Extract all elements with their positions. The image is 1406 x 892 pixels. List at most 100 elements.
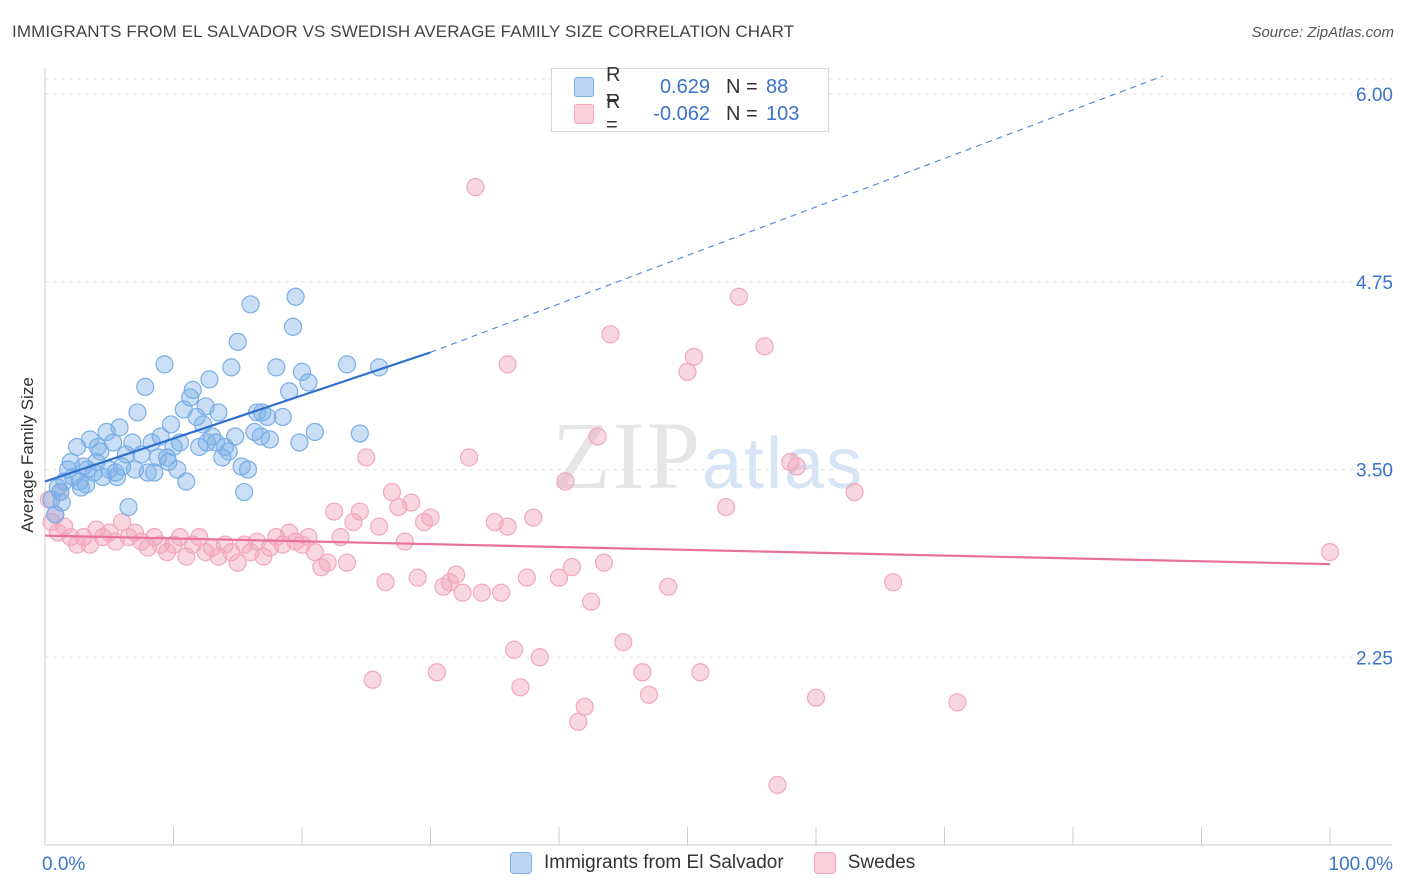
swedes-point bbox=[337, 553, 357, 572]
swedes-point bbox=[370, 517, 389, 536]
swedes-point bbox=[517, 568, 536, 587]
n-label: N = bbox=[726, 75, 758, 98]
el-salvador-point bbox=[119, 497, 138, 517]
el-salvador-point bbox=[138, 463, 157, 482]
swedes-point bbox=[459, 448, 479, 467]
blue-swatch bbox=[574, 77, 594, 97]
swedes-point bbox=[357, 448, 376, 467]
swedes-point bbox=[601, 325, 620, 344]
el-salvador-point bbox=[161, 415, 181, 434]
n-value: 103 bbox=[766, 102, 800, 125]
el-salvador-point bbox=[299, 373, 318, 392]
pink-swatch bbox=[813, 852, 836, 874]
swedes-point bbox=[562, 558, 581, 577]
el-salvador-trend-extension bbox=[430, 75, 1164, 353]
el-salvador-point bbox=[159, 452, 178, 472]
el-salvador-point bbox=[337, 355, 357, 374]
el-salvador-point bbox=[88, 437, 107, 457]
el-salvador-point bbox=[107, 467, 127, 487]
watermark-zip: ZIP bbox=[552, 402, 702, 509]
swedes-point bbox=[112, 512, 132, 532]
el-salvador-point bbox=[267, 358, 286, 377]
el-salvador-point bbox=[241, 295, 260, 314]
el-salvador-point bbox=[350, 424, 369, 443]
swedes-point bbox=[305, 543, 324, 562]
legend-row-swedes: R = -0.062 N = 103 bbox=[574, 91, 806, 136]
swedes-point bbox=[684, 347, 704, 366]
swedes-point bbox=[755, 337, 774, 356]
n-label: N = bbox=[726, 102, 758, 125]
legend-item-swedes[interactable]: Swedes bbox=[813, 852, 916, 874]
swedes-point bbox=[427, 663, 447, 682]
swedes-point bbox=[151, 535, 170, 554]
y-tick-labels: 2.25 3.50 4.75 6.00 bbox=[1356, 85, 1393, 669]
el-salvador-point bbox=[80, 430, 100, 449]
el-salvador-point bbox=[219, 442, 238, 461]
r-label: R = bbox=[606, 64, 621, 109]
blue-swatch bbox=[510, 852, 532, 874]
swedes-point bbox=[498, 517, 517, 536]
swedes-point bbox=[614, 633, 633, 652]
el-salvador-point bbox=[193, 415, 213, 434]
swedes-point bbox=[511, 678, 530, 697]
swedes-point bbox=[549, 568, 569, 587]
swedes-point bbox=[472, 583, 491, 602]
swedes-point bbox=[787, 457, 806, 476]
el-salvador-point bbox=[145, 463, 164, 482]
el-salvador-point bbox=[183, 380, 202, 400]
legend-label: Immigrants from El Salvador bbox=[544, 852, 784, 873]
source-credit: Source: ZipAtlas.com bbox=[1251, 24, 1394, 41]
el-salvador-point bbox=[226, 427, 245, 446]
gridlines bbox=[45, 78, 1392, 658]
pink-swatch bbox=[574, 104, 594, 124]
swedes-point bbox=[408, 568, 427, 587]
el-salvador-point bbox=[235, 482, 254, 502]
axes bbox=[44, 68, 1392, 846]
r-value: -0.062 bbox=[653, 102, 710, 125]
swedes-point bbox=[582, 592, 601, 611]
el-salvador-point bbox=[228, 332, 247, 351]
watermark: ZIPatlas bbox=[552, 400, 864, 511]
r-value: 0.629 bbox=[659, 75, 710, 98]
legend-label: Swedes bbox=[847, 852, 916, 873]
el-salvador-point bbox=[123, 433, 142, 452]
el-salvador-point bbox=[155, 355, 174, 374]
swedes-point bbox=[325, 502, 344, 521]
swedes-point bbox=[157, 543, 177, 562]
swedes-point bbox=[569, 712, 588, 731]
legend-item-el-salvador[interactable]: Immigrants from El Salvador bbox=[510, 852, 784, 874]
el-salvador-point bbox=[292, 362, 312, 381]
el-salvador-point bbox=[177, 472, 196, 491]
swedes-point bbox=[395, 532, 414, 551]
swedes-trend-line bbox=[44, 534, 1331, 566]
correlation-legend: R = 0.629 N = 88 R = -0.062 N = 103 bbox=[551, 64, 829, 136]
swedes-point bbox=[845, 482, 864, 502]
r-label: R = bbox=[606, 91, 621, 136]
el-salvador-point bbox=[286, 287, 305, 306]
swedes-point bbox=[716, 497, 736, 517]
swedes-point bbox=[678, 362, 697, 381]
swedes-point bbox=[363, 670, 382, 689]
swedes-point bbox=[498, 355, 517, 374]
swedes-point bbox=[376, 573, 395, 592]
swedes-point bbox=[190, 527, 209, 547]
el-salvador-point bbox=[197, 433, 217, 452]
el-salvador-points bbox=[42, 287, 389, 524]
swedes-point bbox=[729, 287, 749, 306]
swedes-point bbox=[594, 553, 614, 572]
swedes-point bbox=[344, 512, 363, 532]
swedes-point bbox=[440, 573, 459, 592]
swedes-point bbox=[453, 583, 472, 602]
swedes-point bbox=[492, 583, 511, 602]
el-salvador-point bbox=[209, 403, 228, 422]
el-salvador-point bbox=[238, 460, 258, 479]
series-legend: Immigrants from El Salvador Swedes bbox=[510, 852, 945, 874]
el-salvador-point bbox=[222, 358, 241, 377]
swedes-point bbox=[382, 482, 402, 502]
swedes-points bbox=[39, 178, 1340, 795]
y-tick-label: 3.50 bbox=[1356, 461, 1393, 482]
el-salvador-point bbox=[136, 377, 155, 397]
y-tick-label: 2.25 bbox=[1356, 648, 1393, 669]
el-salvador-point bbox=[305, 422, 324, 442]
